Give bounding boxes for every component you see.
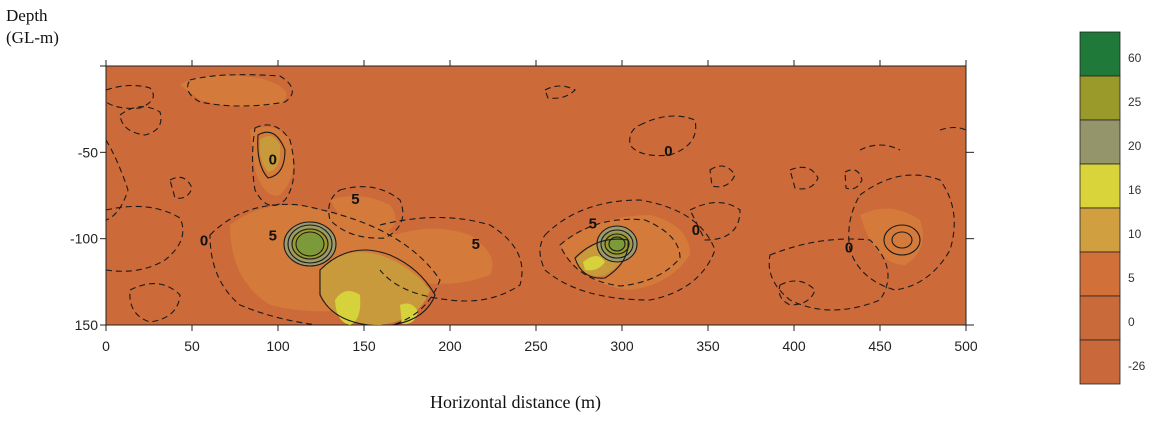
x-tick-label: 350 [696, 338, 720, 354]
contour-line [574, 238, 629, 279]
contour-label: 5 [351, 191, 359, 208]
contour-ring [295, 231, 325, 257]
x-tick-label: 200 [438, 338, 462, 354]
contour-ring [291, 228, 329, 260]
contour-label: 0 [200, 233, 208, 250]
contour-line [169, 176, 193, 199]
axis-ticks [100, 60, 974, 331]
contour-ring [600, 229, 634, 259]
contour-label: 5 [472, 236, 480, 253]
contour-line [539, 199, 716, 301]
x-tick-label: 100 [266, 338, 290, 354]
contour-label: 0 [692, 222, 700, 239]
x-tick-label: 250 [524, 338, 548, 354]
contour-label: 5 [589, 215, 597, 232]
colorbar: 60 25 20 16 10 5 0 -26 [1079, 31, 1146, 385]
peak-inner [297, 233, 323, 255]
contour-line [129, 283, 181, 323]
contour-line [848, 174, 955, 291]
x-tick-label: 450 [868, 338, 892, 354]
contour-line [859, 144, 901, 151]
contour-ring [283, 221, 337, 267]
contour-line [106, 84, 154, 109]
colorbar-label: 60 [1128, 51, 1142, 65]
colorbar-segment [1079, 75, 1121, 121]
contour-ring [608, 236, 626, 252]
contour-line [939, 126, 966, 131]
colorbar-segment [1079, 31, 1121, 77]
contour-line [629, 115, 697, 157]
contour-fills [180, 75, 923, 325]
contour-line [328, 186, 404, 239]
x-tick-label: 50 [184, 338, 200, 354]
contour-line [559, 218, 681, 287]
colorbar-label: 16 [1128, 183, 1142, 197]
contour-fill-5 [860, 208, 923, 265]
contour-line [119, 106, 162, 136]
contour-line [209, 203, 441, 325]
contour-ring [891, 231, 913, 249]
contour-line [106, 205, 184, 272]
y-tick-label: -100 [70, 231, 98, 247]
colorbar-label: 10 [1128, 227, 1142, 241]
contour-labels: 0 5 0 5 5 0 5 0 0 [200, 143, 853, 257]
contour-ring [287, 224, 333, 264]
peak-inner [608, 236, 626, 252]
contour-lines [106, 74, 966, 325]
colorbar-segment [1079, 119, 1121, 165]
colorbar-segment [1079, 163, 1121, 209]
contour-line [689, 201, 741, 241]
colorbar-label: 0 [1128, 315, 1135, 329]
y-axis-label-line1: Depth [6, 6, 48, 25]
colorbar-label: 5 [1128, 271, 1135, 285]
contour-label: 0 [269, 151, 277, 168]
contour-fill-10 [259, 136, 281, 172]
x-axis-label: Horizontal distance (m) [430, 392, 601, 412]
colorbar-segment [1079, 207, 1121, 253]
contour-fill-5 [330, 196, 396, 235]
contour-line [778, 280, 816, 306]
colorbar-segment [1079, 295, 1121, 341]
contour-line [251, 124, 295, 207]
contour-label: 0 [664, 143, 672, 160]
y-tick-label: -50 [78, 144, 98, 160]
colorbar-segment [1079, 339, 1121, 385]
contour-line [257, 131, 286, 179]
contour-line [106, 139, 129, 221]
colorbar-segment [1079, 251, 1121, 297]
x-tick-label: 0 [102, 338, 110, 354]
y-tick-label: 150 [75, 317, 99, 333]
contour-line [709, 165, 736, 188]
contour-ring [883, 224, 921, 256]
y-axis-label-line2: (GL-m) [6, 28, 59, 47]
contour-line [319, 249, 436, 325]
contour-label: 5 [269, 227, 277, 244]
x-tick-label: 150 [352, 338, 376, 354]
contour-line [379, 217, 523, 302]
contour-fill-5 [180, 75, 287, 108]
contour-line [544, 85, 576, 99]
contour-line [789, 166, 819, 190]
contour-line [768, 238, 889, 311]
x-tick-label: 500 [954, 338, 978, 354]
contour-fill-16 [583, 256, 605, 271]
contour-ring [604, 233, 630, 255]
colorbar-label: 25 [1128, 95, 1142, 109]
contour-line [187, 74, 293, 107]
contour-label: 0 [845, 239, 853, 256]
contour-ring [596, 225, 638, 263]
colorbar-label: -26 [1128, 359, 1146, 373]
x-tick-label: 300 [610, 338, 634, 354]
x-tick-label: 400 [782, 338, 806, 354]
contour-line [844, 169, 863, 190]
colorbar-label: 20 [1128, 139, 1142, 153]
